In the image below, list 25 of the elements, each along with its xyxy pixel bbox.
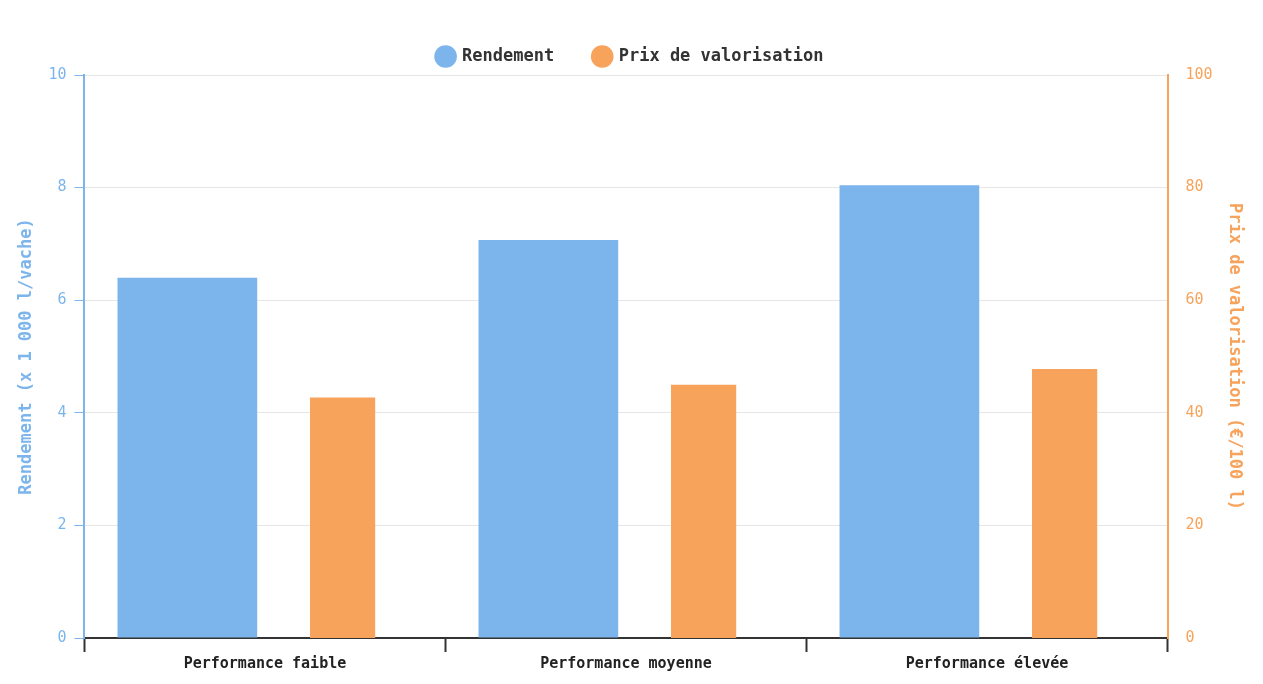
y-axis-title: Rendement (x 1 000 l/vache) xyxy=(14,218,35,495)
y-tick-label: 2 xyxy=(57,515,67,534)
x-tick-label: Performance moyenne xyxy=(540,653,712,672)
y2-axis-title: Prix de valorisation (€/100 l) xyxy=(1226,202,1247,511)
y-tick-label: 8 xyxy=(57,177,67,196)
y2-tick-label: 40 xyxy=(1185,402,1204,421)
bar xyxy=(1032,368,1098,638)
y2-tick-label: 20 xyxy=(1185,515,1204,534)
y-tick-label: 10 xyxy=(48,64,67,83)
x-tick-label: Performance faible xyxy=(183,653,347,672)
x-tick-label: Performance élevée xyxy=(905,653,1069,672)
bar xyxy=(478,239,619,638)
y2-tick-label: 60 xyxy=(1185,290,1204,309)
y-tick-label: 0 xyxy=(57,627,67,646)
y-tick-label: 4 xyxy=(57,402,67,421)
y-tick-label: 6 xyxy=(57,290,67,309)
legend-label: Prix de valorisation xyxy=(618,44,824,65)
y2-tick-label: 80 xyxy=(1185,177,1204,196)
bar xyxy=(117,277,258,638)
bar xyxy=(309,397,376,638)
y2-tick-label: 0 xyxy=(1185,627,1195,646)
bar xyxy=(671,384,737,638)
y2-tick-label: 100 xyxy=(1185,64,1213,83)
bar xyxy=(839,185,980,638)
legend-label: Rendement xyxy=(462,44,555,65)
